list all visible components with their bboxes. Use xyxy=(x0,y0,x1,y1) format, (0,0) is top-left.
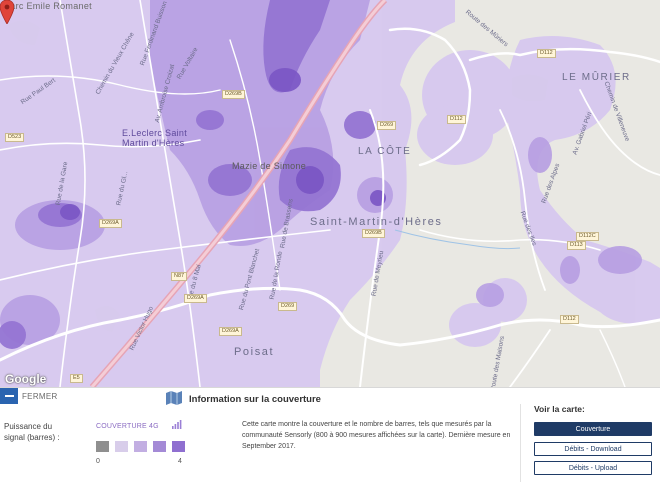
legend-title: Puissance du signal (barres) : xyxy=(4,422,60,442)
swatch-2 xyxy=(134,441,147,452)
place-smh-label: Saint-Martin-d'Hères xyxy=(310,216,443,228)
close-button[interactable] xyxy=(0,388,18,404)
place-mazie-label[interactable]: Mazie de Simone xyxy=(232,161,307,171)
road-tag-e5: E5 xyxy=(70,374,83,383)
location-pin-icon[interactable] xyxy=(0,0,14,24)
info-title: Information sur la couverture xyxy=(189,394,321,405)
road-tag-d113: D113 xyxy=(567,241,586,250)
road-tag-d269a-c: D269A xyxy=(219,327,242,336)
road-tag-d269a-a: D269A xyxy=(99,219,122,228)
coverage-4g-label: COUVERTURE 4G xyxy=(96,423,159,430)
scale-max-label: 4 xyxy=(178,458,182,465)
swatch-4 xyxy=(172,441,185,452)
info-description: Cette carte montre la couverture et le n… xyxy=(242,421,511,450)
couverture-button[interactable]: Couverture xyxy=(534,422,652,436)
swatch-1 xyxy=(115,441,128,452)
road-tag-d269-b: D269 xyxy=(278,302,298,311)
voir-carte-title: Voir la carte: xyxy=(534,404,585,414)
debits-upload-button[interactable]: Débits - Upload xyxy=(534,461,652,475)
place-leclerc-label[interactable]: E.Leclerc Saint Martin d'Hères xyxy=(122,128,188,148)
map-fold-icon xyxy=(166,391,182,405)
legend-swatches xyxy=(96,441,185,452)
debits-download-button[interactable]: Débits - Download xyxy=(534,442,652,456)
road-tag-d269: D269 xyxy=(377,121,397,130)
minus-icon xyxy=(4,395,14,397)
place-le-murier-label: LE MÛRIER xyxy=(562,72,631,83)
place-la-cote-label: LA CÔTE xyxy=(358,146,412,157)
panel-divider xyxy=(520,404,521,482)
road-tag-d269b-b: D269B xyxy=(362,229,385,238)
close-label[interactable]: FERMER xyxy=(22,392,58,401)
google-logo: Google xyxy=(5,372,47,386)
swatch-3 xyxy=(153,441,166,452)
road-tag-n87: N87 xyxy=(171,272,188,281)
road-tag-d269a-b: D269A xyxy=(184,294,207,303)
road-tag-d523: D523 xyxy=(5,133,25,142)
signal-bars-icon xyxy=(172,420,182,429)
place-poisat-label: Poisat xyxy=(234,346,275,358)
road-tag-d112c: D112C xyxy=(576,232,599,241)
place-parc-label: Parc Emile Romanet xyxy=(4,1,92,11)
coverage-map[interactable]: Parc Emile Romanet E.Leclerc Saint Marti… xyxy=(0,0,660,387)
swatch-0 xyxy=(96,441,109,452)
road-tag-d269b-a: D269B xyxy=(222,90,245,99)
road-tag-d112-b: D112 xyxy=(447,115,466,124)
road-tag-d112-a: D112 xyxy=(537,49,556,58)
scale-min-label: 0 xyxy=(96,458,100,465)
map-canvas xyxy=(0,0,660,387)
info-panel: FERMER Puissance du signal (barres) : CO… xyxy=(0,387,660,488)
road-tag-d112-c: D112 xyxy=(560,315,579,324)
